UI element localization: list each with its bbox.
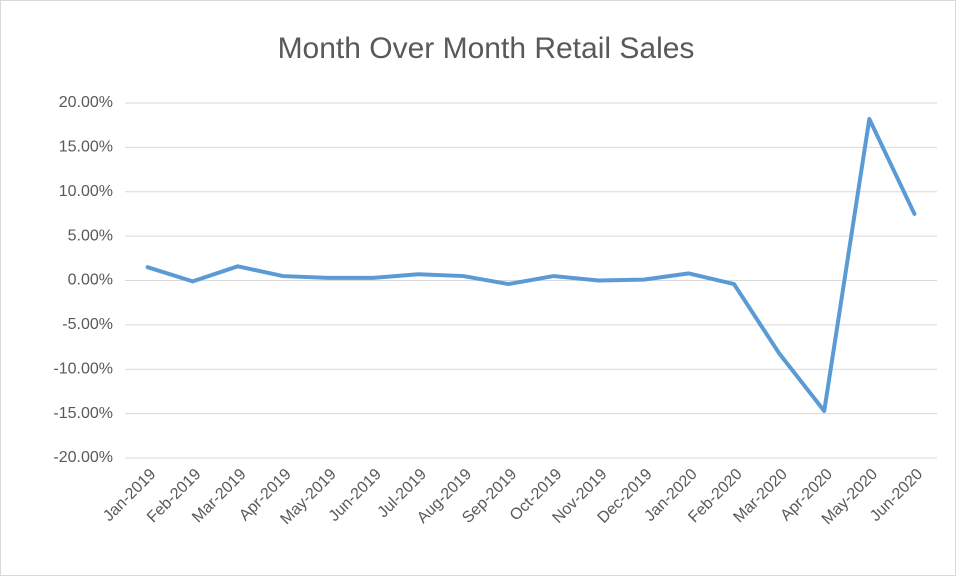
y-tick-label: -5.00% (62, 316, 113, 333)
y-tick-label: -20.00% (53, 449, 113, 466)
y-tick-label: 10.00% (59, 183, 113, 200)
y-tick-label: -15.00% (53, 405, 113, 422)
chart-title: Month Over Month Retail Sales (278, 32, 695, 65)
y-tick-label: 15.00% (59, 139, 113, 156)
y-tick-label: -10.00% (53, 360, 113, 377)
y-tick-label: 20.00% (59, 94, 113, 111)
y-tick-label: 5.00% (68, 227, 113, 244)
y-tick-label: 0.00% (68, 272, 113, 289)
series-line (145, 116, 917, 413)
